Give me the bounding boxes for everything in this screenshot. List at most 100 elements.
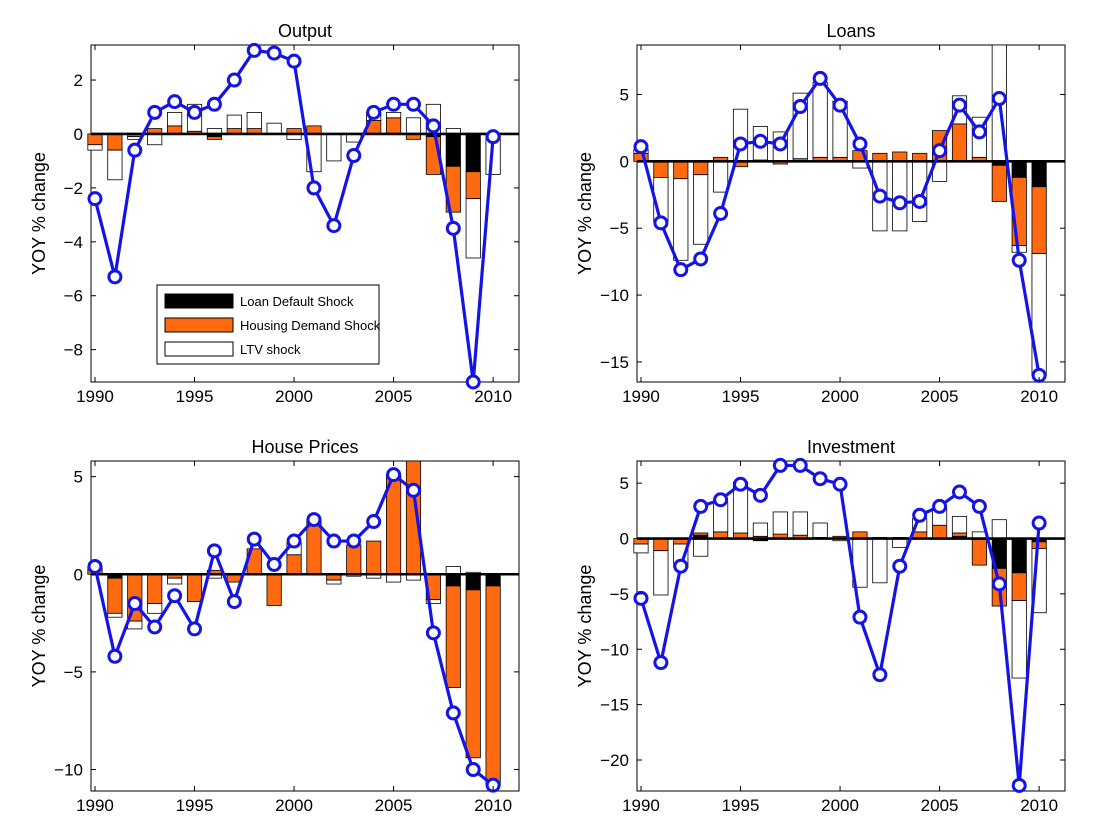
bar-ltv-1999 bbox=[266, 122, 282, 135]
bar-ltv-1991 bbox=[107, 612, 123, 618]
bar-ltv-2007 bbox=[425, 599, 441, 604]
point-2006 bbox=[405, 482, 421, 498]
point-2008 bbox=[445, 705, 461, 721]
bar-ltv-1991 bbox=[653, 550, 669, 596]
point-1991 bbox=[653, 655, 669, 671]
point-2009 bbox=[1011, 252, 1027, 268]
bar-housing-demand-1995 bbox=[186, 573, 203, 602]
point-1994 bbox=[167, 588, 183, 604]
bar-ltv-1994 bbox=[167, 112, 183, 127]
bar-loan-default-2009 bbox=[1011, 160, 1027, 178]
point-1999 bbox=[812, 471, 828, 487]
point-1993 bbox=[147, 104, 163, 120]
legend-label-ltv: LTV shock bbox=[240, 342, 301, 357]
bar-housing-demand-2006 bbox=[951, 532, 968, 537]
point-1995 bbox=[733, 476, 749, 492]
point-1996 bbox=[752, 133, 768, 149]
bar-housing-demand-1991 bbox=[653, 160, 669, 178]
y-tick-label: −4 bbox=[64, 233, 83, 252]
point-1994 bbox=[167, 94, 183, 110]
point-2004 bbox=[366, 514, 382, 530]
bar-housing-demand-2004 bbox=[366, 540, 382, 575]
point-1992 bbox=[127, 142, 143, 158]
point-2005 bbox=[932, 143, 948, 159]
y-tick-label: −8 bbox=[64, 341, 83, 360]
point-2010 bbox=[1031, 515, 1047, 531]
point-2006 bbox=[405, 96, 421, 112]
y-tick-label: 5 bbox=[620, 85, 629, 104]
legend-swatch-housing-demand bbox=[164, 317, 234, 333]
point-2005 bbox=[386, 467, 402, 483]
bar-ltv-1993 bbox=[693, 538, 709, 557]
point-1997 bbox=[772, 136, 788, 152]
point-2005 bbox=[386, 96, 402, 112]
bar-ltv-2008 bbox=[991, 519, 1007, 539]
bar-ltv-1993 bbox=[147, 133, 163, 146]
point-1994 bbox=[713, 206, 729, 221]
point-2009 bbox=[465, 374, 481, 390]
y-tick-label: −10 bbox=[600, 286, 629, 305]
bar-ltv-1992 bbox=[127, 620, 143, 630]
point-1993 bbox=[693, 251, 709, 267]
bar-ltv-1991 bbox=[107, 149, 123, 181]
bar-ltv-1999 bbox=[812, 82, 828, 158]
y-tick-label: 0 bbox=[74, 125, 83, 144]
point-2000 bbox=[286, 53, 302, 69]
bar-housing-demand-2007 bbox=[971, 539, 987, 566]
point-2004 bbox=[912, 507, 928, 523]
bar-loan-default-2008 bbox=[445, 133, 461, 167]
point-2006 bbox=[951, 484, 967, 500]
bar-ltv-2002 bbox=[872, 538, 888, 584]
bar-ltv-1997 bbox=[226, 114, 242, 129]
point-1998 bbox=[246, 531, 262, 547]
y-tick-label: −20 bbox=[600, 751, 629, 770]
bar-housing-demand-1993 bbox=[147, 573, 163, 604]
bar-ltv-2006 bbox=[405, 117, 422, 135]
point-1999 bbox=[812, 70, 828, 86]
bar-housing-demand-1996 bbox=[206, 136, 222, 140]
x-tick-label: 2005 bbox=[375, 387, 413, 406]
bar-housing-demand-2009 bbox=[465, 589, 481, 759]
point-1997 bbox=[226, 594, 242, 610]
y-tick-label: 0 bbox=[620, 530, 629, 549]
bar-ltv-1994 bbox=[713, 160, 729, 193]
bar-ltv-1994 bbox=[167, 577, 183, 585]
bar-housing-demand-2005 bbox=[386, 117, 402, 135]
bar-ltv-1990 bbox=[87, 144, 103, 151]
point-1991 bbox=[107, 648, 123, 664]
point-2006 bbox=[951, 97, 967, 113]
x-tick-label: 1990 bbox=[76, 387, 114, 406]
point-2007 bbox=[971, 498, 987, 514]
y-axis-label: YOY % change bbox=[575, 565, 595, 688]
x-tick-label: 2000 bbox=[275, 796, 313, 815]
y-tick-label: −15 bbox=[600, 696, 629, 715]
point-1991 bbox=[653, 215, 669, 231]
x-tick-label: 2000 bbox=[821, 796, 859, 815]
point-1999 bbox=[266, 45, 282, 61]
x-tick-label: 2010 bbox=[474, 387, 512, 406]
bar-ltv-1996 bbox=[752, 522, 768, 537]
y-tick-label: −10 bbox=[54, 761, 83, 780]
bar-housing-demand-1991 bbox=[107, 133, 123, 151]
point-1992 bbox=[673, 262, 689, 278]
bar-housing-demand-1993 bbox=[693, 160, 709, 176]
point-2003 bbox=[346, 148, 362, 164]
x-tick-label: 1990 bbox=[76, 796, 114, 815]
x-tick-label: 1990 bbox=[622, 387, 660, 406]
point-2009 bbox=[1011, 777, 1027, 793]
legend-label-housing-demand: Housing Demand Shock bbox=[240, 318, 381, 333]
bar-housing-demand-1992 bbox=[673, 160, 689, 180]
point-2008 bbox=[991, 576, 1007, 592]
point-2001 bbox=[306, 180, 322, 196]
bar-housing-demand-2003 bbox=[892, 151, 908, 162]
bar-ltv-1993 bbox=[147, 603, 163, 614]
point-2004 bbox=[366, 104, 382, 120]
x-tick-label: 2010 bbox=[1020, 387, 1058, 406]
point-2002 bbox=[872, 667, 888, 683]
y-axis-label: YOY % change bbox=[29, 565, 49, 688]
chart-title: Loans bbox=[826, 21, 875, 41]
y-axis-label: YOY % change bbox=[29, 152, 49, 275]
bar-housing-demand-2008 bbox=[991, 164, 1007, 202]
bar-housing-demand-2009 bbox=[465, 171, 481, 200]
